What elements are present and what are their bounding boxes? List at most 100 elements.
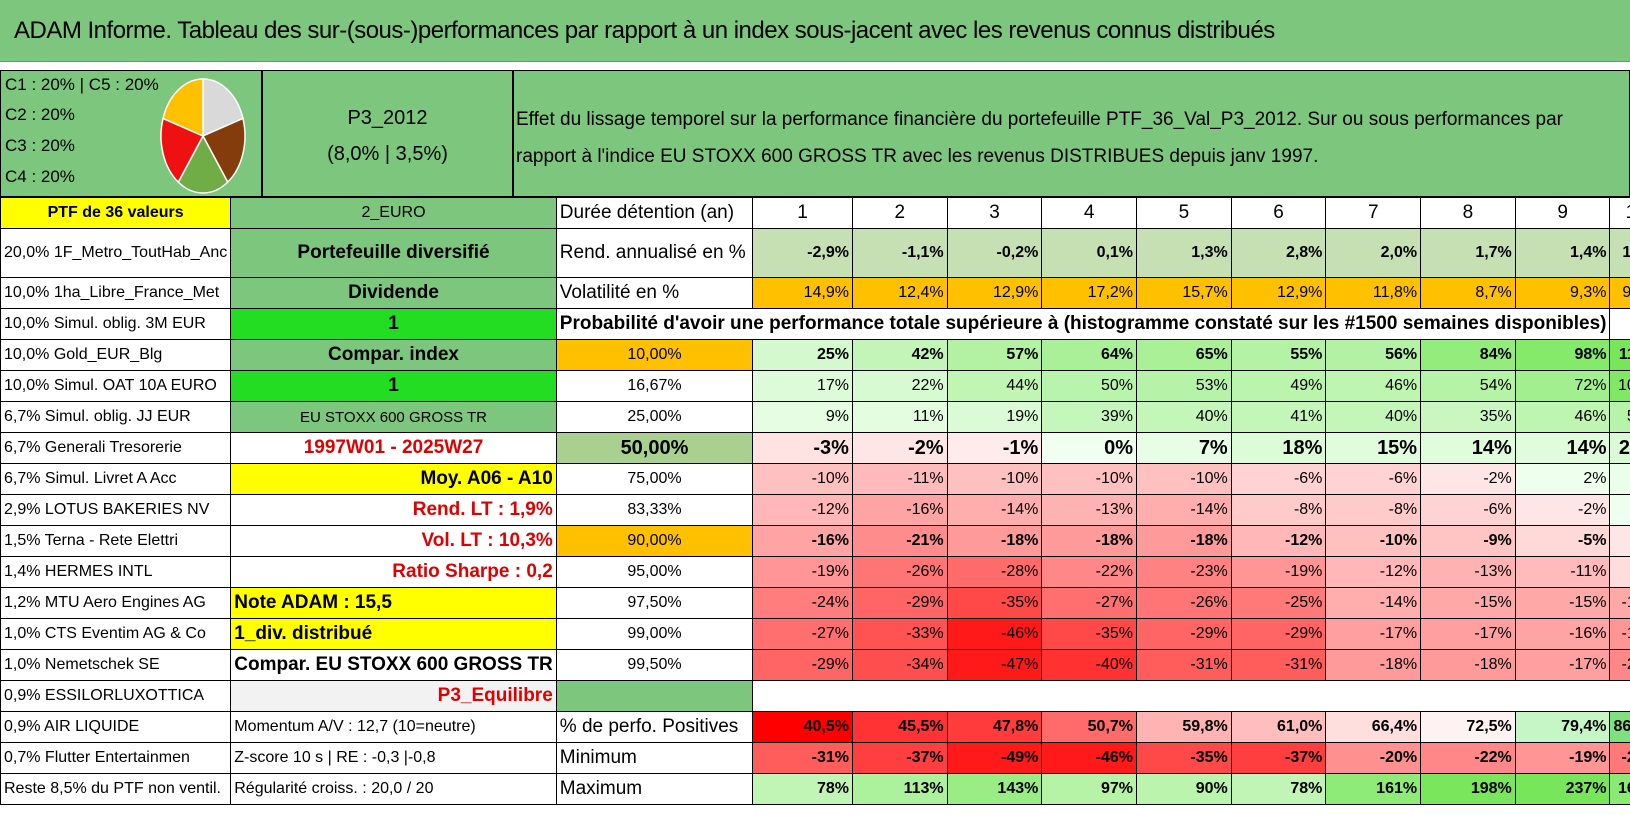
minimum-value: -35% — [1136, 742, 1232, 774]
positives-value: 72,5% — [1420, 711, 1516, 743]
quantile-value: -16% — [851, 494, 948, 526]
info-cell: Compar. EU STOXX 600 GROSS TR — [230, 649, 557, 681]
holding-name: 0,9% AIR LIQUIDE — [0, 711, 232, 743]
holding-name: Reste 8,5% du PTF non ventil. — [0, 773, 232, 805]
header-year-4: 4 — [1041, 197, 1138, 229]
holding-name: 1,0% CTS Eventim AG & Co — [0, 618, 232, 650]
quantile-value: -16% — [1514, 618, 1611, 650]
quantile-value: 5% — [1609, 463, 1630, 495]
quantile-value: 15% — [1325, 432, 1422, 464]
quantile-value: 42% — [851, 339, 948, 371]
holding-name: 20,0% 1F_Metro_ToutHab_Anc — [0, 228, 232, 278]
quantile-value: -13% — [1041, 494, 1138, 526]
table-row: 6,7% Simul. Livret A Acc Moy. A06 - A10 75… — [0, 463, 1630, 495]
quantile-value: 52% — [1609, 401, 1630, 433]
info-cell: Z-score 10 s | RE : -0,3 |-0,8 — [230, 742, 557, 774]
minimum-value: -20% — [1325, 742, 1422, 774]
minimum-value: -37% — [851, 742, 948, 774]
minimum-value: -25% — [1609, 742, 1630, 774]
quantile-value: -8% — [1325, 494, 1422, 526]
quantile-value: 40% — [1136, 401, 1232, 433]
pie-slice — [160, 117, 205, 184]
table-row: 10,0% Simul. OAT 10A EURO 1 16,67% 17% 22% 44… — [0, 370, 1630, 402]
maximum-value: 78% — [1230, 773, 1327, 805]
quantile-value: -47% — [946, 649, 1043, 681]
quantile-value: -10% — [1041, 463, 1138, 495]
quantile-value: -35% — [1041, 618, 1138, 650]
header-year-2: 2 — [851, 197, 948, 229]
positives-value: 59,8% — [1136, 711, 1232, 743]
vol-value: 14,9% — [752, 277, 853, 309]
quantile-label: 16,67% — [555, 370, 754, 402]
info-cell: P3_Equilibre — [230, 680, 557, 712]
pie-slice — [162, 78, 204, 138]
quantile-value: -21% — [851, 525, 948, 557]
table-row: 20,0% 1F_Metro_ToutHab_Anc Portefeuille d… — [0, 228, 1630, 278]
quantile-value: -18% — [1420, 649, 1516, 681]
quantile-value: -26% — [851, 556, 948, 588]
table-row: 0,7% Flutter Entertainmen Z-score 10 s | … — [0, 742, 1630, 774]
quantile-value: 35% — [1420, 401, 1516, 433]
info-cell: 1997W01 - 2025W27 — [230, 432, 557, 464]
header-portfolio-size: PTF de 36 valeurs — [0, 197, 232, 229]
vol-value: 12,9% — [946, 277, 1043, 309]
info-cell: Ratio Sharpe : 0,2 — [230, 556, 557, 588]
rend-value: 1,3% — [1136, 228, 1232, 278]
header-holding-duration: Durée détention (an) — [555, 197, 754, 229]
table-row: 1,2% MTU Aero Engines AG Note ADAM : 15,5… — [0, 587, 1630, 619]
holding-name: 1,4% HERMES INTL — [0, 556, 232, 588]
quantile-value: -14% — [946, 494, 1043, 526]
maximum-value: 78% — [752, 773, 853, 805]
quantile-value: -22% — [1609, 649, 1630, 681]
positives-value: 40,5% — [752, 711, 853, 743]
maximum-value: 97% — [1041, 773, 1138, 805]
title-separator — [0, 62, 1630, 70]
quantile-value: -11% — [1514, 556, 1611, 588]
quantile-value: -27% — [752, 618, 853, 650]
quantile-value: -31% — [1230, 649, 1327, 681]
holding-name: 6,7% Generali Tresorerie — [0, 432, 232, 464]
holding-name: 1,5% Terna - Rete Elettri — [0, 525, 232, 557]
rend-value: -1,1% — [851, 228, 948, 278]
maximum-label: Maximum — [555, 773, 754, 805]
positives-value: 61,0% — [1230, 711, 1327, 743]
quantile-value: 14% — [1514, 432, 1611, 464]
quantile-value: -14% — [1325, 587, 1422, 619]
header-year-8: 8 — [1420, 197, 1516, 229]
empty-cell — [1609, 308, 1630, 340]
quantile-value: -8% — [1230, 494, 1327, 526]
quantile-label: 10,00% — [555, 339, 754, 371]
header-year-1: 1 — [752, 197, 853, 229]
quantile-value: -9% — [1420, 525, 1516, 557]
header-year-10: 10 — [1609, 197, 1630, 229]
portfolio-name: P3_2012 — [347, 107, 428, 129]
header-currency: 2_EURO — [230, 197, 557, 229]
quantile-value: 2% — [1514, 463, 1611, 495]
info-cell: EU STOXX 600 GROSS TR — [230, 401, 557, 433]
minimum-value: -19% — [1514, 742, 1611, 774]
positives-value: 50,7% — [1041, 711, 1138, 743]
table-row: 1,5% Terna - Rete Elettri Vol. LT : 10,3%… — [0, 525, 1630, 557]
rend-value: 1,7% — [1420, 228, 1516, 278]
quantile-value: -34% — [851, 649, 948, 681]
quantile-value: -22% — [1041, 556, 1138, 588]
table-row: 10,0% Simul. oblig. 3M EUR 1 Probabilité d… — [0, 308, 1630, 340]
quantile-value: 46% — [1325, 370, 1422, 402]
info-cell: Dividende — [230, 277, 557, 309]
quantile-value: 54% — [1420, 370, 1516, 402]
vol-value: 8,7% — [1420, 277, 1516, 309]
quantile-value: 41% — [1230, 401, 1327, 433]
holding-name: 10,0% Gold_EUR_Blg — [0, 339, 232, 371]
probability-title: Probabilité d'avoir une performance tota… — [555, 308, 1611, 340]
table-row: 0,9% ESSILORLUXOTTICA P3_Equilibre — [0, 680, 1630, 712]
header-year-3: 3 — [946, 197, 1043, 229]
table-row: 1,4% HERMES INTL Ratio Sharpe : 0,2 95,00%… — [0, 556, 1630, 588]
rend-value: 1,8% — [1609, 228, 1630, 278]
header-year-6: 6 — [1230, 197, 1327, 229]
holding-name: 10,0% Simul. OAT 10A EURO — [0, 370, 232, 402]
quantile-value: -11% — [851, 463, 948, 495]
quantile-value: 11% — [851, 401, 948, 433]
holding-name: 6,7% Simul. oblig. JJ EUR — [0, 401, 232, 433]
quantile-value: -2% — [851, 432, 948, 464]
quantile-value: -12% — [1230, 525, 1327, 557]
